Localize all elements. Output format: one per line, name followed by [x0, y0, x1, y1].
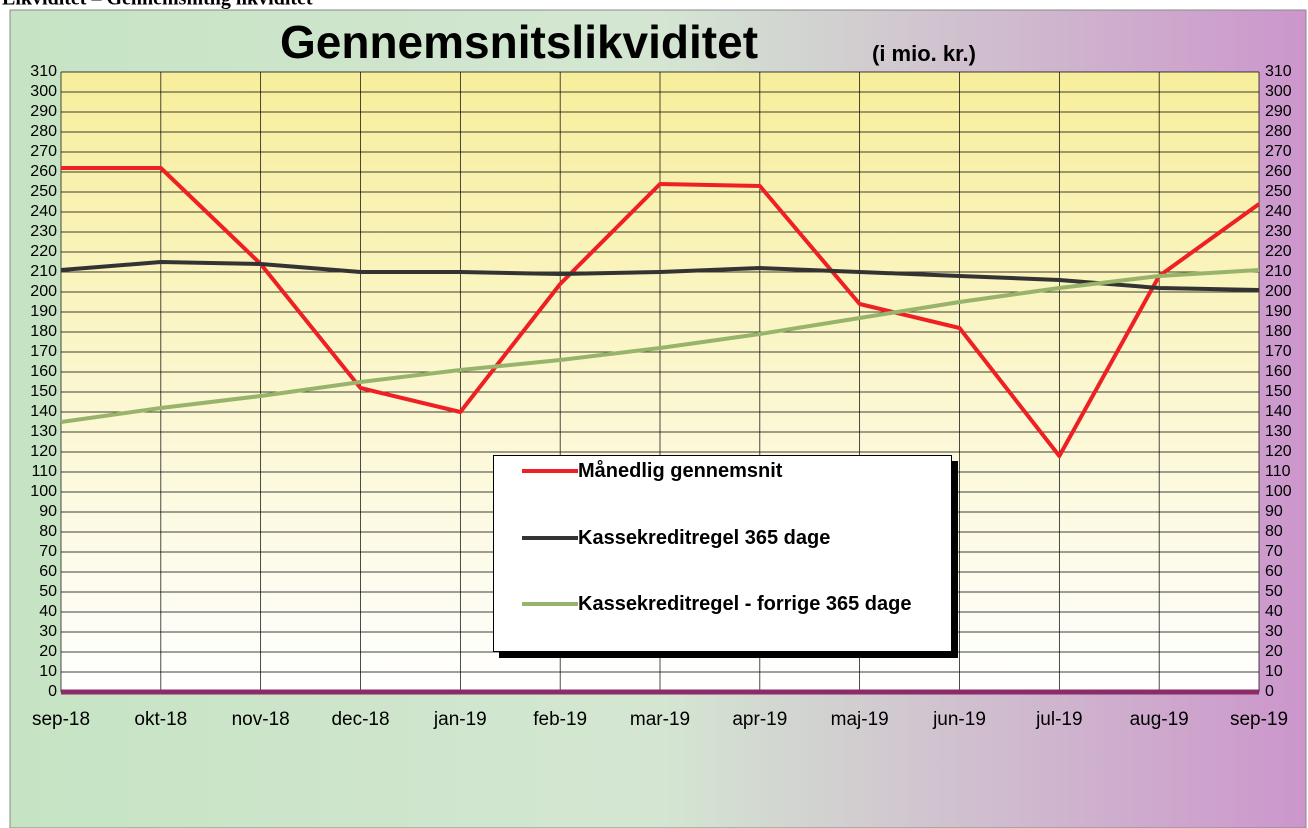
legend-item: Kassekreditregel - forrige 365 dage — [522, 589, 938, 620]
series-line — [60, 268, 1260, 424]
y2-tick-label: 0 — [1265, 683, 1274, 700]
y-tick-label: 270 — [30, 143, 57, 160]
y2-tick-label: 100 — [1265, 483, 1292, 500]
x-tick-label: dec-18 — [331, 709, 389, 730]
y2-tick-label: 160 — [1265, 363, 1292, 380]
y-tick-label: 280 — [30, 123, 57, 140]
legend-label: Månedlig gennemsnit — [578, 460, 783, 482]
y-tick-label: 60 — [39, 563, 57, 580]
x-tick-label: nov-18 — [232, 709, 290, 730]
x-tick-label: jul-19 — [1035, 709, 1082, 730]
legend-label: Kassekreditregel - forrige 365 dage — [578, 593, 912, 615]
y2-tick-label: 40 — [1265, 603, 1283, 620]
y2-tick-label: 210 — [1265, 263, 1292, 280]
y-tick-label: 230 — [30, 223, 57, 240]
y2-tick-label: 70 — [1265, 543, 1283, 560]
y-tick-label: 120 — [30, 443, 57, 460]
y-tick-label: 160 — [30, 363, 57, 380]
chart-subtitle: (i mio. kr.) — [872, 41, 976, 66]
x-tick-label: sep-18 — [32, 709, 90, 730]
y2-tick-label: 230 — [1265, 223, 1292, 240]
legend-swatch — [522, 469, 578, 473]
x-tick-label: feb-19 — [533, 709, 587, 730]
y2-tick-label: 310 — [1265, 63, 1292, 80]
y-tick-label: 290 — [30, 103, 57, 120]
y2-tick-label: 260 — [1265, 163, 1292, 180]
y2-tick-label: 290 — [1265, 103, 1292, 120]
y2-tick-label: 30 — [1265, 623, 1283, 640]
y2-tick-label: 20 — [1265, 643, 1283, 660]
series-line — [60, 260, 1260, 292]
y-tick-label: 10 — [39, 663, 57, 680]
y2-tick-label: 270 — [1265, 143, 1292, 160]
y-tick-label: 40 — [39, 603, 57, 620]
x-tick-label: sep-19 — [1230, 709, 1288, 730]
chart-title: Gennemsnitslikviditet — [280, 16, 758, 68]
legend-label: Kassekreditregel 365 dage — [578, 527, 831, 549]
y-tick-label: 260 — [30, 163, 57, 180]
y-tick-label: 300 — [30, 83, 57, 100]
y-tick-label: 20 — [39, 643, 57, 660]
y2-tick-label: 120 — [1265, 443, 1292, 460]
y2-tick-label: 140 — [1265, 403, 1292, 420]
y-tick-label: 250 — [30, 183, 57, 200]
y2-tick-label: 220 — [1265, 243, 1292, 260]
y-tick-label: 310 — [30, 63, 57, 80]
x-tick-label: jan-19 — [433, 709, 487, 730]
y-tick-label: 220 — [30, 243, 57, 260]
y2-tick-label: 60 — [1265, 563, 1283, 580]
y-tick-label: 180 — [30, 323, 57, 340]
x-tick-label: jun-19 — [932, 709, 986, 730]
y2-tick-label: 240 — [1265, 203, 1292, 220]
legend-swatch — [522, 602, 578, 606]
y-tick-label: 90 — [39, 503, 57, 520]
y2-tick-label: 180 — [1265, 323, 1292, 340]
y2-tick-label: 200 — [1265, 283, 1292, 300]
x-tick-label: maj-19 — [831, 709, 889, 730]
legend-swatch — [522, 536, 578, 540]
y-tick-label: 70 — [39, 543, 57, 560]
y-tick-label: 150 — [30, 383, 57, 400]
y-tick-label: 0 — [48, 683, 57, 700]
y-tick-label: 240 — [30, 203, 57, 220]
y-tick-label: 50 — [39, 583, 57, 600]
y2-tick-label: 10 — [1265, 663, 1283, 680]
x-tick-label: apr-19 — [732, 709, 787, 730]
y2-tick-label: 110 — [1265, 463, 1291, 480]
y-tick-label: 190 — [30, 303, 57, 320]
y2-tick-label: 250 — [1265, 183, 1292, 200]
y-tick-label: 140 — [30, 403, 57, 420]
x-tick-label: mar-19 — [630, 709, 690, 730]
legend-item: Kassekreditregel 365 dage — [522, 523, 938, 554]
legend-item: Månedlig gennemsnit — [522, 456, 938, 487]
legend: Månedlig gennemsnit Kassekreditregel 365 … — [493, 455, 952, 652]
page-title: Likviditet – Gennemsnitlig likviditet — [2, 0, 313, 10]
y-tick-label: 110 — [31, 463, 57, 480]
x-tick-label: okt-18 — [134, 709, 187, 730]
y-tick-label: 210 — [30, 263, 57, 280]
y2-tick-label: 190 — [1265, 303, 1292, 320]
y-tick-label: 170 — [30, 343, 57, 360]
y2-tick-label: 50 — [1265, 583, 1283, 600]
y2-tick-label: 80 — [1265, 523, 1283, 540]
y-tick-label: 80 — [39, 523, 57, 540]
y-tick-label: 200 — [30, 283, 57, 300]
y2-tick-label: 150 — [1265, 383, 1292, 400]
y2-tick-label: 170 — [1265, 343, 1292, 360]
y-tick-label: 100 — [30, 483, 57, 500]
y2-tick-label: 300 — [1265, 83, 1292, 100]
y2-tick-label: 130 — [1265, 423, 1292, 440]
y2-tick-label: 280 — [1265, 123, 1292, 140]
x-tick-label: aug-19 — [1130, 709, 1189, 730]
y-tick-label: 130 — [30, 423, 57, 440]
y-tick-label: 30 — [39, 623, 57, 640]
y2-tick-label: 90 — [1265, 503, 1283, 520]
